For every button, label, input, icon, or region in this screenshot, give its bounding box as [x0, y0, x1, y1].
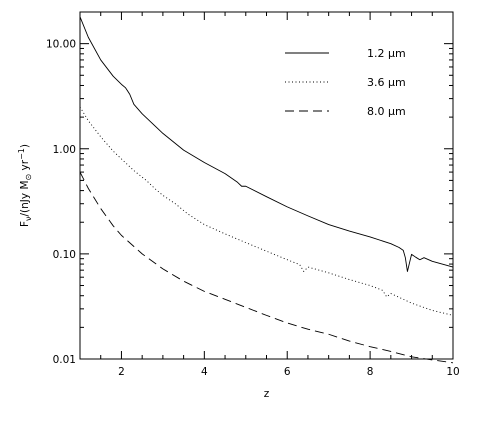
- x-tick-label: 10: [446, 366, 459, 378]
- plot-area: [79, 11, 454, 364]
- legend: 1.2 μm 3.6 μm 8.0 μm: [285, 47, 406, 118]
- y-axis-label-sun: ⊙: [24, 174, 33, 181]
- tick-labels: 2 4 6 8 10 0.01 0.10 1.00 10.00: [46, 39, 460, 378]
- x-tick-label: 2: [118, 366, 125, 378]
- series-line-dotted: [79, 106, 454, 316]
- x-tick-label: 6: [284, 366, 291, 378]
- series-line-solid: [79, 16, 454, 272]
- y-tick-label: 1.00: [53, 144, 76, 156]
- y-axis-label-f: F: [19, 221, 31, 227]
- y-tick-label: 0.01: [53, 354, 76, 366]
- y-axis-label-nu: ν: [24, 216, 33, 221]
- x-tick-label: 8: [367, 366, 374, 378]
- series-line-dashed: [79, 171, 454, 364]
- series-lines: [79, 16, 454, 364]
- legend-label: 3.6 μm: [367, 76, 406, 89]
- legend-label: 8.0 μm: [367, 105, 406, 118]
- y-axis-label-units: /(nJy M: [19, 180, 31, 216]
- y-axis-label-close: ): [19, 144, 31, 148]
- x-axis-label: z: [264, 388, 270, 400]
- y-axis-label: Fν/(nJy M⊙ yr−1): [17, 144, 33, 227]
- y-axis-label-exp: −1: [17, 148, 26, 160]
- legend-label: 1.2 μm: [367, 47, 406, 60]
- y-axis-label-yr: yr: [19, 159, 31, 174]
- axis-ticks: [79, 11, 454, 360]
- plot-frame: [79, 11, 454, 360]
- y-tick-label: 10.00: [46, 39, 76, 51]
- x-tick-label: 4: [201, 366, 208, 378]
- y-tick-label: 0.10: [53, 249, 76, 261]
